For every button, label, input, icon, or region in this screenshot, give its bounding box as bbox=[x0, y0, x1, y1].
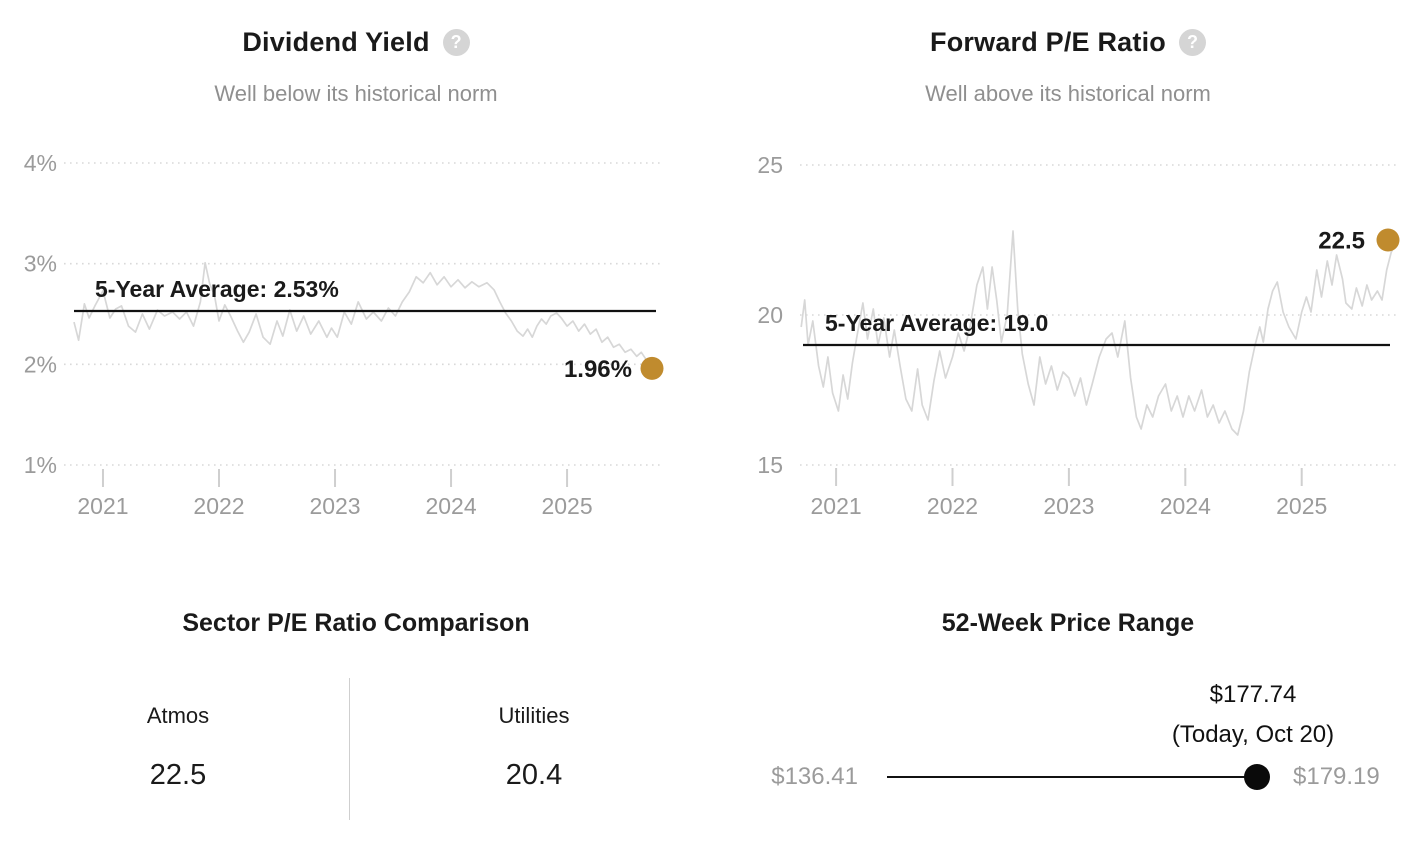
dividend-yield-title: Dividend Yield bbox=[242, 27, 430, 57]
five-year-average-label: 5-Year Average: 19.0 bbox=[825, 310, 1048, 336]
current-value-label: 22.5 bbox=[1318, 228, 1365, 255]
dividend-yield-subtitle: Well below its historical norm bbox=[214, 81, 498, 106]
current-price-dot bbox=[1244, 764, 1270, 790]
forward-pe-subtitle: Well above its historical norm bbox=[925, 81, 1211, 106]
range-low-label: $136.41 bbox=[771, 763, 858, 790]
forward-pe-header: Forward P/E Ratio ? bbox=[712, 24, 1424, 60]
sector-pe-comparison-row: Atmos 22.5 Utilities 20.4 bbox=[0, 678, 712, 820]
current-value-label: 1.96% bbox=[564, 356, 632, 383]
sector-pe-value-atmos: 22.5 bbox=[149, 759, 207, 791]
forward-pe-chart: 25 20 15 2021 2022 2023 2024 2025 5-Year Average… bbox=[757, 152, 1400, 519]
current-price-note: (Today, Oct 20) bbox=[1171, 721, 1335, 748]
range-track bbox=[887, 776, 1257, 778]
dividend-yield-chart: 4% 3% 2% 1% 2021 2022 2023 2024 2025 5-Year Avera… bbox=[24, 150, 664, 519]
current-value-dot bbox=[640, 356, 664, 380]
y-axis-tick-label: 2% bbox=[24, 351, 57, 377]
x-axis-tick-label: 2023 bbox=[1043, 493, 1094, 519]
x-axis-tick-label: 2024 bbox=[425, 493, 476, 519]
y-axis-tick-label: 3% bbox=[24, 251, 57, 277]
sector-pe-comparison-panel: Sector P/E Ratio Comparison Atmos 22.5 U… bbox=[0, 560, 712, 846]
sector-pe-cell-utilities: Utilities 20.4 bbox=[356, 678, 712, 820]
forward-pe-title: Forward P/E Ratio bbox=[930, 27, 1166, 57]
question-mark-icon[interactable]: ? bbox=[442, 28, 470, 56]
x-axis-tick-label: 2022 bbox=[927, 493, 978, 519]
five-year-average-label: 5-Year Average: 2.53% bbox=[95, 276, 339, 302]
sector-pe-cell-atmos: Atmos 22.5 bbox=[0, 678, 356, 820]
x-axis-tick-label: 2022 bbox=[193, 493, 244, 519]
sector-pe-comparison-title: Sector P/E Ratio Comparison bbox=[182, 609, 530, 637]
x-axis-tick-label: 2025 bbox=[1276, 493, 1327, 519]
forward-pe-panel: Forward P/E Ratio ? Well above its histo… bbox=[712, 0, 1424, 560]
y-axis-tick-label: 1% bbox=[24, 452, 57, 478]
price-range-panel: 52-Week Price Range $177.74 (Today, Oct … bbox=[712, 560, 1424, 846]
y-axis-tick-label: 25 bbox=[757, 152, 783, 178]
sector-pe-label-atmos: Atmos bbox=[146, 703, 210, 728]
x-axis-tick-label: 2023 bbox=[309, 493, 360, 519]
sector-pe-value-utilities: 20.4 bbox=[505, 759, 563, 791]
sector-pe-label-utilities: Utilities bbox=[498, 703, 570, 728]
x-axis-tick-label: 2024 bbox=[1160, 493, 1211, 519]
history-series-line bbox=[800, 230, 1396, 436]
question-mark-icon[interactable]: ? bbox=[1178, 28, 1206, 56]
x-axis-tick-label: 2021 bbox=[811, 493, 862, 519]
x-axis-tick-label: 2025 bbox=[541, 493, 592, 519]
history-series-line bbox=[73, 261, 659, 370]
current-price-label: $177.74 bbox=[1209, 681, 1297, 708]
price-range-title: 52-Week Price Range bbox=[941, 609, 1195, 637]
current-value-dot bbox=[1376, 228, 1400, 252]
range-high-label: $179.19 bbox=[1293, 763, 1380, 790]
dividend-yield-panel: Dividend Yield ? Well below its historic… bbox=[0, 0, 712, 560]
dividend-yield-header: Dividend Yield ? bbox=[0, 24, 712, 60]
y-axis-tick-label: 20 bbox=[757, 302, 783, 328]
x-axis-tick-label: 2021 bbox=[77, 493, 128, 519]
vertical-divider bbox=[349, 678, 350, 820]
y-axis-tick-label: 4% bbox=[24, 150, 57, 176]
y-axis-tick-label: 15 bbox=[757, 452, 783, 478]
